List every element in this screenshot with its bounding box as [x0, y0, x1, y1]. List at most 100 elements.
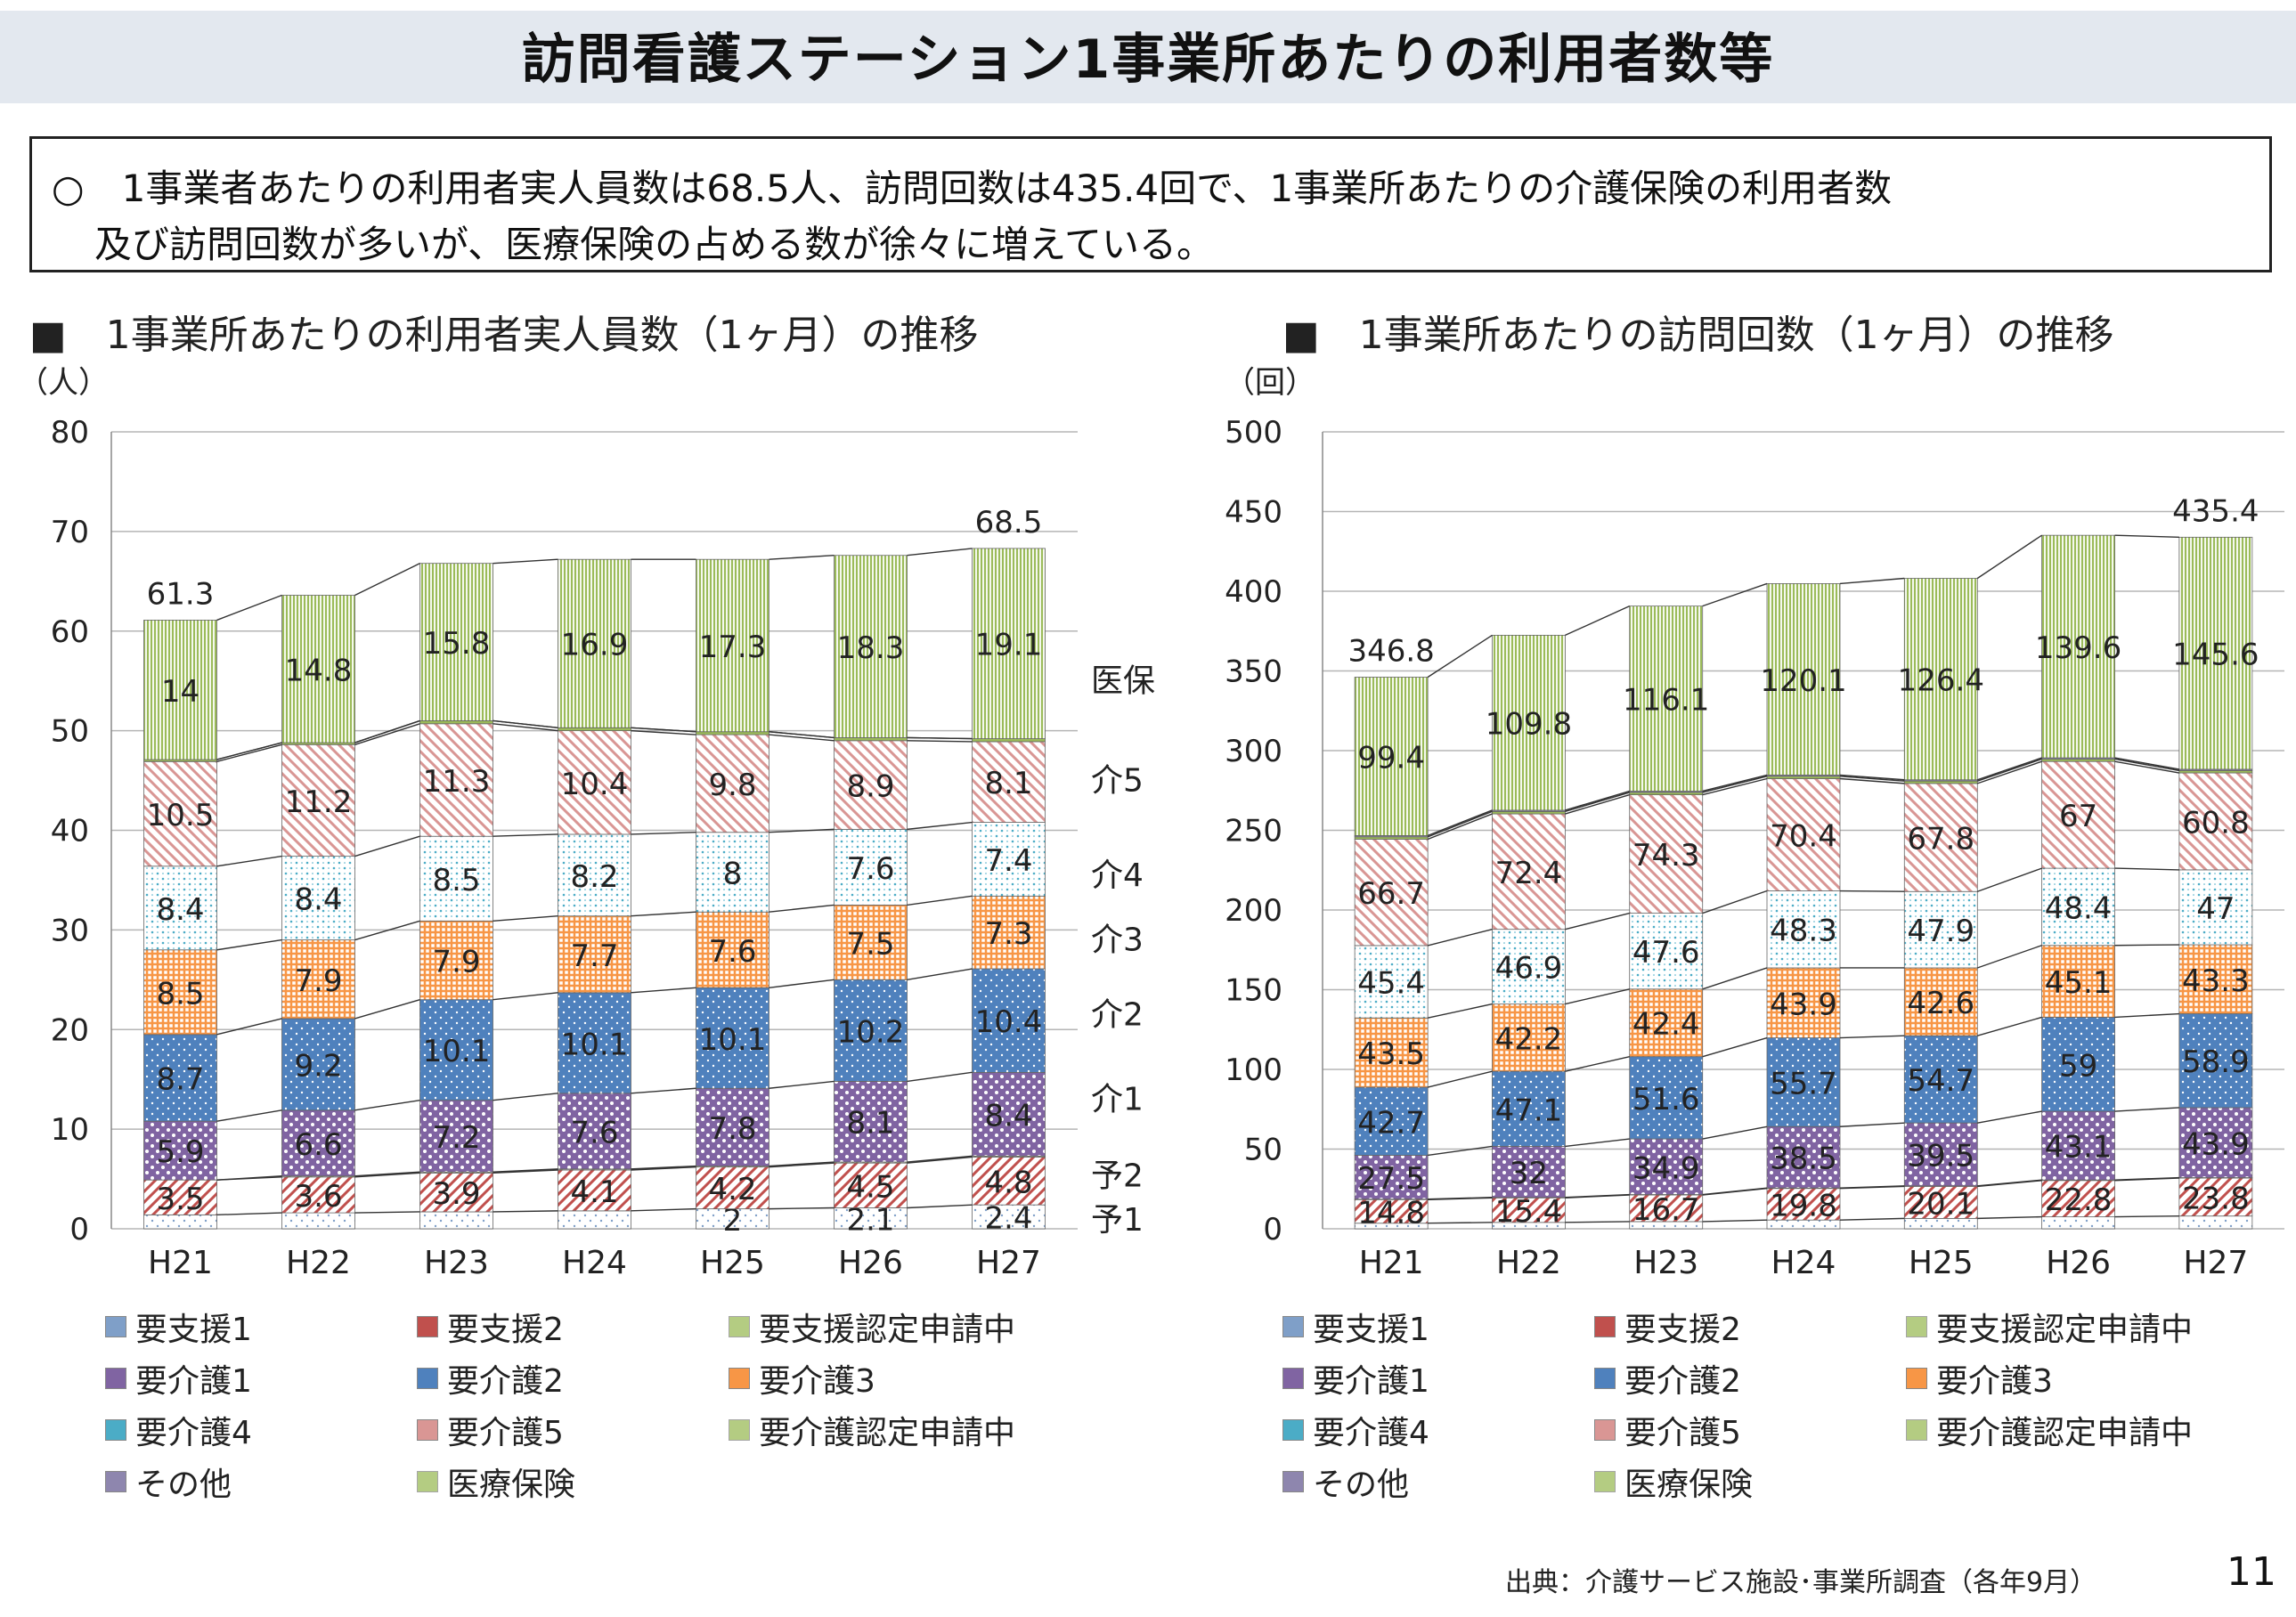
total-label: 435.4	[2172, 493, 2259, 529]
series-side-label: 医保	[1091, 663, 1155, 700]
legend-label: 要支援2	[1624, 1312, 1741, 1348]
series-connector	[769, 555, 835, 560]
series-connector	[769, 979, 835, 988]
series-connector	[1565, 912, 1630, 930]
bar-segment-care-5	[2041, 760, 2115, 869]
series-connector	[769, 734, 835, 742]
series-connector	[493, 558, 558, 565]
data-label: 3.5	[156, 1182, 204, 1217]
series-side-label: 予1	[1091, 1202, 1144, 1239]
series-connector	[907, 968, 973, 981]
series-connector	[216, 1212, 282, 1216]
legend-swatch	[417, 1316, 438, 1337]
series-connector	[769, 1162, 835, 1168]
bar-segment-support-1	[419, 1211, 493, 1230]
bar-segment-care-1	[1492, 1146, 1566, 1199]
series-connector	[1565, 792, 1630, 813]
bar-segment-care-pending	[419, 720, 493, 725]
legend-label: その他	[135, 1467, 232, 1503]
legend-swatch	[1594, 1419, 1616, 1441]
series-connector	[1565, 605, 1631, 637]
source-note: 出典：介護サービス施設･事業所調査（各年9月）	[1505, 1567, 2097, 1598]
data-label: 7.6	[708, 934, 756, 970]
data-label: 19.8	[1770, 1188, 1837, 1223]
series-connector	[354, 1171, 420, 1177]
bar-segment-support-2	[972, 1157, 1046, 1206]
data-label: 3.9	[432, 1176, 480, 1212]
data-label: 46.9	[1495, 951, 1563, 987]
series-connector	[1839, 777, 1905, 784]
series-connector	[493, 915, 558, 922]
series-connector	[1565, 1193, 1630, 1199]
legend-item-other: その他	[1282, 1459, 1409, 1504]
y-tick-label: 250	[1225, 814, 1282, 849]
series-connector	[907, 1071, 973, 1083]
series-connector	[2114, 1012, 2179, 1019]
bar-segment-medical-insurance	[1766, 583, 1841, 776]
bar-segment-medical-insurance	[1354, 677, 1429, 836]
series-connector	[1977, 1110, 2042, 1124]
bar-segment-care-5	[2178, 772, 2253, 871]
legend-swatch	[105, 1368, 126, 1389]
bar-segment-care-3	[281, 939, 355, 1020]
series-connector	[1839, 1185, 1905, 1189]
data-label: 55.7	[1770, 1066, 1837, 1101]
data-label: 47.6	[1632, 935, 1700, 971]
x-tick-label: H26	[838, 1245, 903, 1281]
bar-segment-medical-insurance	[834, 555, 908, 738]
x-tick-label: H23	[1633, 1245, 1698, 1281]
legend-label: 要支援2	[447, 1312, 564, 1348]
series-side-label: 介3	[1091, 922, 1144, 959]
series-connector	[216, 1018, 282, 1036]
legend-users: 要支援1 要支援2 要支援認定申請中 要介護1 要介護2 要介護3 要介護4 要介護5 要介護認…	[105, 1304, 1218, 1518]
bar-segment-care-1	[2041, 1110, 2115, 1181]
data-label: 60.8	[2182, 805, 2250, 841]
legend-item-care-2: 要介護2	[417, 1356, 564, 1401]
series-connector	[1702, 582, 1768, 607]
legend-swatch	[105, 1471, 126, 1492]
series-connector	[631, 727, 696, 733]
data-label: 2.1	[846, 1202, 894, 1238]
data-label: 42.7	[1357, 1105, 1425, 1141]
data-label: 7.3	[984, 916, 1032, 952]
series-connector	[1427, 1003, 1493, 1019]
series-connector	[1977, 1016, 2042, 1036]
bar-segment-care-pending	[1766, 776, 1841, 779]
bar-segment-care-pending	[1903, 780, 1978, 784]
series-connector	[631, 987, 696, 994]
data-label: 9.8	[708, 768, 756, 803]
data-label: 19.1	[975, 628, 1043, 663]
legend-item-care-1: 要介護1	[1282, 1356, 1429, 1401]
data-label: 48.4	[2045, 890, 2113, 926]
bar-segment-care-4	[143, 865, 217, 951]
x-tick-label: H21	[148, 1245, 213, 1281]
legend-swatch	[105, 1316, 126, 1337]
y-axis-unit-visits: （回）	[1225, 365, 1315, 401]
data-label: 6.6	[294, 1127, 342, 1163]
chart-visits: 0 50 100 150 200 250 300 350 400 450 500 14.827.5 42…	[1225, 415, 2284, 1281]
bar-segment-care-pending	[1354, 836, 1429, 840]
bar-segment-care-4	[2178, 869, 2253, 946]
data-label: 16.9	[561, 628, 629, 663]
chart-heading-users: ■ 1事業所あたりの利用者実人員数（1ヶ月）の推移	[29, 313, 979, 358]
series-connector	[631, 729, 696, 735]
data-label: 43.9	[1770, 987, 1837, 1022]
bar-segment-care-4	[972, 822, 1046, 897]
bar-segment-care-2	[1903, 1035, 1978, 1124]
series-connector	[1977, 757, 2042, 781]
bar-segment-care-pending	[1629, 792, 1704, 795]
series-connector	[1565, 793, 1630, 815]
bar-segment-care-1	[2178, 1107, 2253, 1178]
data-label: 7.7	[570, 939, 618, 974]
series-connector	[769, 828, 835, 833]
y-tick-label: 400	[1225, 574, 1282, 610]
bar-segment-care-3	[834, 905, 908, 980]
summary-text-line-2: 及び訪問回数が多いが、医療保険の占める数が徐々に増えている。	[94, 223, 1215, 266]
series-connector	[769, 1080, 835, 1089]
legend-label: 要支援1	[1313, 1312, 1429, 1348]
legend-label: 要支援認定申請中	[1936, 1312, 2194, 1348]
data-label: 139.6	[2035, 630, 2121, 666]
y-tick-label: 500	[1225, 415, 1282, 451]
legend-swatch	[1906, 1316, 1927, 1337]
data-label: 74.3	[1632, 838, 1700, 874]
